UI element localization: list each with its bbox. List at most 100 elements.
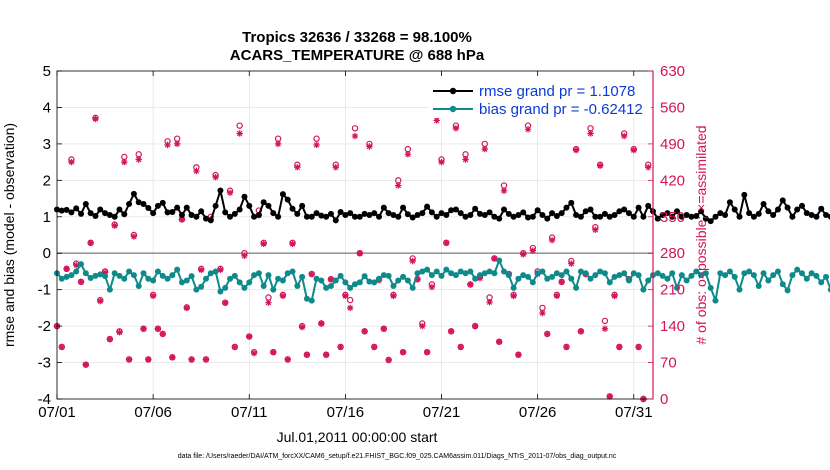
- bias-point: [241, 284, 248, 291]
- bias-point: [698, 272, 705, 279]
- bias-point: [770, 272, 777, 279]
- bias-point: [150, 277, 157, 284]
- obs-assimilated-marker: [193, 167, 200, 175]
- bias-point: [193, 286, 200, 293]
- rmse-point: [784, 204, 791, 211]
- obs-assimilated-marker: [101, 269, 109, 276]
- obs-assimilated-marker: [294, 164, 301, 171]
- rmse-point: [154, 202, 161, 209]
- bias-point: [486, 268, 493, 275]
- obs-assimilated-marker: [399, 348, 407, 356]
- rmse-point: [582, 208, 589, 215]
- y-tick-label-right: 420: [660, 172, 685, 189]
- obs-assimilated-marker: [145, 356, 152, 363]
- rmse-point: [736, 213, 743, 220]
- obs-assimilated-marker: [111, 222, 118, 229]
- rmse-point: [462, 213, 469, 220]
- rmse-point: [385, 210, 392, 217]
- y-tick-label-left: 4: [43, 99, 51, 116]
- bias-point: [289, 268, 296, 275]
- obs-assimilated-marker: [265, 299, 272, 306]
- bias-point: [433, 268, 440, 275]
- rmse-point: [130, 190, 137, 197]
- obs-assimilated-marker: [169, 354, 176, 361]
- rmse-point: [126, 201, 133, 208]
- bias-point: [654, 270, 661, 277]
- obs-assimilated-marker: [226, 189, 234, 197]
- bias-point: [279, 277, 286, 284]
- obs-assimilated-marker: [222, 299, 229, 306]
- obs-assimilated-marker: [274, 140, 282, 148]
- obs-assimilated-marker: [371, 343, 378, 351]
- obs-assimilated-marker: [241, 252, 248, 260]
- obs-assimilated-marker: [260, 240, 267, 248]
- rmse-point: [486, 209, 493, 216]
- obs-assimilated-marker: [380, 325, 388, 332]
- y-tick-label-left: 0: [43, 245, 51, 262]
- rmse-point: [731, 206, 738, 213]
- rmse-point: [476, 210, 483, 217]
- bias-point: [678, 272, 685, 279]
- bias-point: [203, 275, 209, 282]
- obs-assimilated-marker: [447, 328, 455, 335]
- rmse-point: [303, 213, 310, 220]
- obs-assimilated-marker: [202, 356, 210, 363]
- bias-point: [318, 277, 325, 284]
- bias-point: [284, 270, 291, 277]
- obs-assimilated-marker: [183, 304, 190, 312]
- y-tick-label-left: 1: [43, 209, 51, 226]
- bias-point: [78, 261, 85, 268]
- rmse-point: [452, 206, 459, 213]
- obs-assimilated-marker: [270, 348, 277, 356]
- rmse-point: [794, 206, 801, 213]
- obs-assimilated-marker: [563, 343, 570, 351]
- obs-assimilated-marker: [495, 338, 503, 345]
- bias-point: [380, 272, 387, 279]
- bias-point: [154, 268, 161, 275]
- rmse-point: [102, 210, 109, 217]
- y-tick-label-right: 210: [660, 282, 685, 299]
- rmse-point: [400, 204, 407, 211]
- bias-point: [462, 270, 469, 277]
- obs-possible-marker: [313, 135, 320, 142]
- rmse-point: [145, 205, 152, 212]
- rmse-point: [606, 213, 613, 220]
- obs-assimilated-marker: [313, 141, 320, 149]
- rmse-point: [789, 213, 796, 220]
- legend-bias-label: bias grand pr = -0.62412: [479, 101, 643, 118]
- bias-point: [164, 275, 171, 282]
- bias-point: [231, 272, 238, 279]
- bias-point: [246, 279, 253, 286]
- rmse-point: [621, 206, 628, 213]
- bias-point: [159, 272, 166, 279]
- rmse-point: [183, 204, 190, 211]
- rmse-point: [765, 208, 772, 215]
- rmse-point: [111, 213, 118, 220]
- obs-assimilated-marker: [635, 343, 642, 351]
- bias-point: [587, 275, 594, 282]
- rmse-point: [678, 213, 685, 220]
- bias-point: [553, 270, 560, 277]
- chart-subtitle: ACARS_TEMPERATURE @ 688 hPa: [230, 47, 485, 64]
- obs-assimilated-marker: [87, 239, 94, 247]
- rmse-point: [750, 213, 757, 220]
- rmse-point: [448, 207, 455, 214]
- rmse-point: [611, 211, 618, 218]
- obs-assimilated-marker: [524, 126, 532, 133]
- bias-series-line: [56, 259, 830, 302]
- bias-point: [217, 288, 224, 295]
- obs-assimilated-marker: [452, 125, 460, 132]
- obs-assimilated-marker: [644, 164, 652, 171]
- bias-point: [789, 272, 796, 279]
- bias-point: [827, 286, 830, 293]
- rmse-point: [140, 201, 147, 208]
- rmse-point: [481, 211, 488, 218]
- rmse-point: [597, 213, 604, 220]
- bias-point: [467, 268, 474, 275]
- rmse-point: [424, 203, 431, 210]
- bias-point: [539, 268, 546, 275]
- x-tick-label: 07/06: [134, 404, 172, 421]
- bias-point: [404, 277, 411, 284]
- bias-point: [722, 272, 729, 279]
- bias-point: [376, 275, 383, 282]
